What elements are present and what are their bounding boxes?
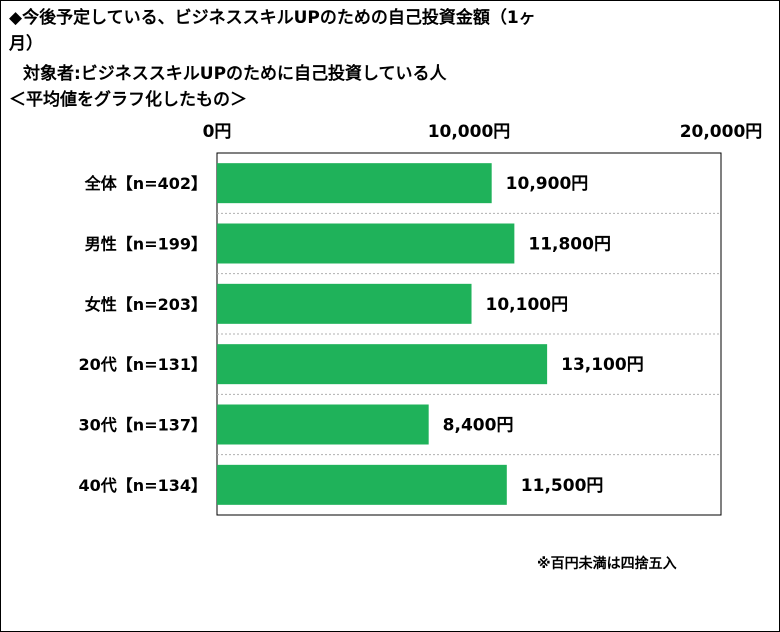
- bar: [217, 404, 429, 445]
- x-tick-label: 20,000円: [680, 122, 763, 142]
- category-label: 女性【n=203】: [85, 295, 207, 314]
- data-label: 10,900円: [506, 174, 589, 194]
- data-label: 11,800円: [528, 235, 611, 255]
- category-label: 全体【n=402】: [84, 174, 207, 193]
- bar: [217, 464, 507, 505]
- chart-title-line-2: 月）: [9, 34, 43, 54]
- data-label: 13,100円: [561, 355, 644, 375]
- x-tick-label: 0円: [203, 122, 232, 142]
- footnote: ※百円未満は四捨五入: [537, 556, 677, 572]
- chart-subtitle-line: ＜平均値をグラフ化したもの＞: [9, 90, 247, 110]
- category-label: 男性【n=199】: [85, 235, 207, 254]
- chart-title-line-1: ◆今後予定している、ビジネススキルUPのための自己投資金額（1ヶ: [9, 8, 536, 28]
- bar: [217, 344, 548, 385]
- x-tick-label: 10,000円: [428, 122, 511, 142]
- chart-subject-line: 対象者:ビジネススキルUPのために自己投資している人: [23, 64, 447, 84]
- bar: [217, 223, 515, 264]
- category-label: 20代【n=131】: [79, 355, 207, 374]
- data-label: 10,100円: [486, 295, 569, 315]
- data-label: 11,500円: [521, 476, 604, 496]
- bar: [217, 283, 472, 324]
- bar: [217, 163, 492, 204]
- data-label: 8,400円: [443, 416, 514, 436]
- category-label: 30代【n=137】: [79, 416, 207, 435]
- category-label: 40代【n=134】: [79, 476, 207, 495]
